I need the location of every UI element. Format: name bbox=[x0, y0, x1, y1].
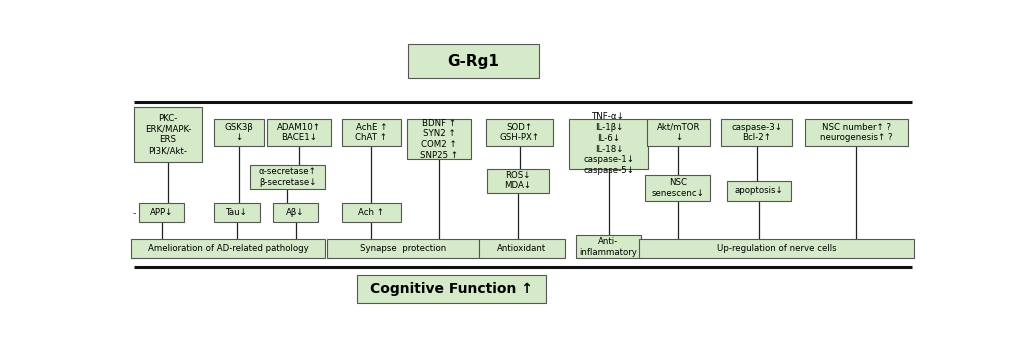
FancyBboxPatch shape bbox=[131, 239, 325, 258]
Text: Tau↓: Tau↓ bbox=[226, 208, 248, 217]
Text: Akt/mTOR
↓: Akt/mTOR ↓ bbox=[656, 122, 699, 142]
Text: Amelioration of AD-related pathology: Amelioration of AD-related pathology bbox=[148, 244, 309, 253]
Text: ADAM10↑
BACE1↓: ADAM10↑ BACE1↓ bbox=[277, 122, 321, 142]
FancyBboxPatch shape bbox=[638, 239, 913, 258]
FancyBboxPatch shape bbox=[341, 203, 400, 222]
Text: PKC-
ERK/MAPK-
ERS
PI3K/Akt-: PKC- ERK/MAPK- ERS PI3K/Akt- bbox=[145, 114, 191, 155]
FancyBboxPatch shape bbox=[575, 235, 640, 258]
Text: GSK3β
↓: GSK3β ↓ bbox=[225, 122, 254, 142]
Text: SOD↑
GSH-PX↑: SOD↑ GSH-PX↑ bbox=[498, 122, 539, 142]
FancyBboxPatch shape bbox=[408, 44, 538, 78]
FancyBboxPatch shape bbox=[327, 239, 479, 258]
FancyBboxPatch shape bbox=[341, 119, 400, 146]
Text: Aβ↓: Aβ↓ bbox=[286, 208, 305, 217]
FancyBboxPatch shape bbox=[407, 119, 471, 159]
Text: NSC number↑ ?
neurogenesis↑ ?: NSC number↑ ? neurogenesis↑ ? bbox=[819, 122, 892, 142]
Text: AchE ↑
ChAT ↑: AchE ↑ ChAT ↑ bbox=[355, 122, 387, 142]
FancyBboxPatch shape bbox=[214, 203, 259, 222]
Text: apoptosis↓: apoptosis↓ bbox=[734, 186, 783, 195]
Text: Synapse  protection: Synapse protection bbox=[360, 244, 446, 253]
FancyBboxPatch shape bbox=[140, 203, 184, 222]
Text: Up-regulation of nerve cells: Up-regulation of nerve cells bbox=[716, 244, 836, 253]
Text: NSC
senescenc↓: NSC senescenc↓ bbox=[650, 178, 703, 198]
FancyBboxPatch shape bbox=[214, 119, 264, 146]
FancyBboxPatch shape bbox=[273, 203, 318, 222]
FancyBboxPatch shape bbox=[485, 119, 552, 146]
FancyBboxPatch shape bbox=[250, 166, 325, 189]
FancyBboxPatch shape bbox=[133, 107, 202, 162]
Text: caspase-3↓
Bcl-2↑: caspase-3↓ Bcl-2↑ bbox=[731, 122, 782, 142]
Text: G-Rg1: G-Rg1 bbox=[447, 53, 498, 68]
FancyBboxPatch shape bbox=[266, 119, 331, 146]
FancyBboxPatch shape bbox=[487, 169, 548, 193]
Text: Ach ↑: Ach ↑ bbox=[358, 208, 384, 217]
FancyBboxPatch shape bbox=[720, 119, 792, 146]
FancyBboxPatch shape bbox=[569, 119, 648, 169]
FancyBboxPatch shape bbox=[479, 239, 565, 258]
Text: TNF-α↓
IL-1β↓
IL-6↓
IL-18↓
caspase-1↓
caspase-5↓: TNF-α↓ IL-1β↓ IL-6↓ IL-18↓ caspase-1↓ ca… bbox=[583, 112, 634, 175]
Text: Cognitive Function ↑: Cognitive Function ↑ bbox=[370, 282, 533, 296]
Text: ROS↓
MDA↓: ROS↓ MDA↓ bbox=[504, 171, 531, 191]
Text: α-secretase↑
β-secretase↓: α-secretase↑ β-secretase↓ bbox=[259, 168, 316, 187]
Text: APP↓: APP↓ bbox=[150, 208, 173, 217]
Text: Antioxidant: Antioxidant bbox=[497, 244, 546, 253]
Text: BDNF ↑
SYN2 ↑
COM2 ↑
SNP25 ↑: BDNF ↑ SYN2 ↑ COM2 ↑ SNP25 ↑ bbox=[420, 119, 458, 160]
Text: Anti-
inflammatory: Anti- inflammatory bbox=[579, 237, 637, 256]
Text: -: - bbox=[132, 208, 136, 218]
FancyBboxPatch shape bbox=[357, 276, 546, 304]
FancyBboxPatch shape bbox=[727, 181, 790, 201]
FancyBboxPatch shape bbox=[645, 175, 709, 201]
FancyBboxPatch shape bbox=[804, 119, 907, 146]
FancyBboxPatch shape bbox=[646, 119, 709, 146]
